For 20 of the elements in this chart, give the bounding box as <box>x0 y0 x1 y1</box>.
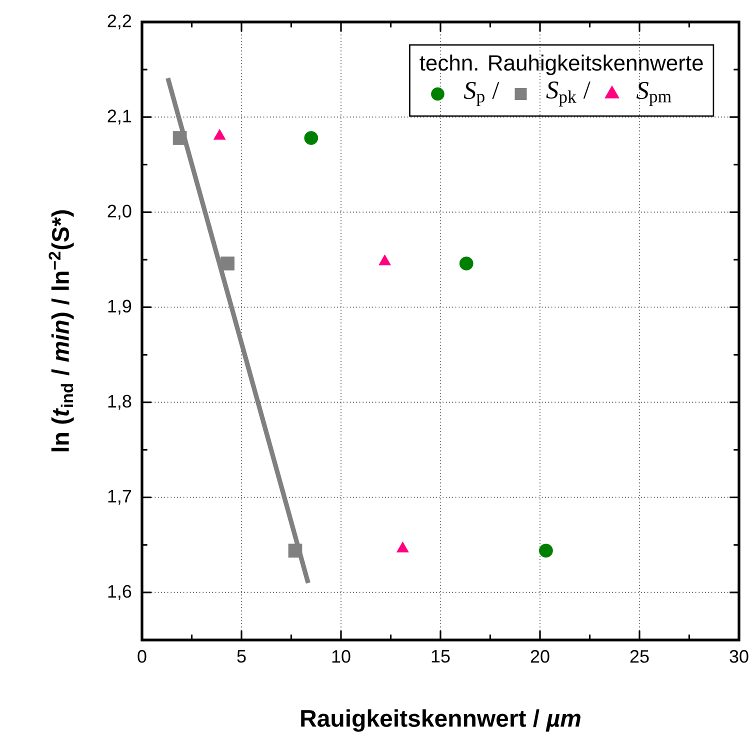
y-tick-label: 2,2 <box>108 14 132 30</box>
x-axis-title: Rauigkeitskennwert / µm <box>301 709 580 732</box>
legend-title: techn. Rauhigkeitskennwerte <box>420 54 703 76</box>
y-tick-label: 1,6 <box>108 585 132 600</box>
x-tick-label: 0 <box>138 650 146 663</box>
y-axis-title: ln (t$_{ind}$ / min) / ln$^{−2}$(S*) <box>48 210 74 452</box>
y-tick-label: 1,7 <box>108 490 132 505</box>
legend-label: S$_{pk}$ / <box>546 82 590 106</box>
y-tick-label: 1,8 <box>108 394 132 410</box>
x-tick-label: 20 <box>530 650 550 663</box>
x-tick-label: 5 <box>237 650 246 663</box>
y-tick-label: 2,0 <box>108 204 132 220</box>
legend-label: S$_{pm}$ <box>636 82 672 106</box>
y-tick-label: 1,9 <box>108 300 132 315</box>
x-tick-label: 10 <box>332 650 350 663</box>
x-tick-label: 30 <box>730 650 748 663</box>
x-tick-label: 25 <box>630 650 649 663</box>
legend-label: S$_{p}$ / <box>464 82 500 106</box>
y-tick-label: 2,1 <box>108 110 132 125</box>
x-tick-label: 15 <box>432 650 450 663</box>
